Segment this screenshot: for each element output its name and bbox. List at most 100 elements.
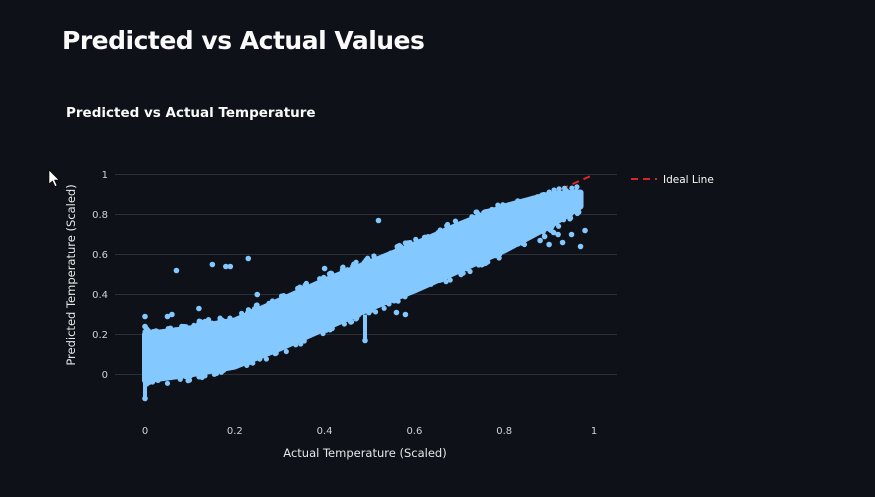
scatter-point <box>402 311 409 318</box>
scatter-point <box>323 327 329 333</box>
y-tick-label: 0 <box>102 370 108 381</box>
scatter-point <box>450 270 456 277</box>
scatter-point <box>485 259 491 265</box>
scatter-point <box>540 229 546 235</box>
scatter-point <box>393 309 400 316</box>
scatter-point <box>551 187 557 193</box>
scatter-point <box>348 319 355 325</box>
scatter-point <box>481 209 488 216</box>
scatter-point <box>353 259 359 265</box>
legend-ideal-line-label: Ideal Line <box>663 174 714 186</box>
scatter-point <box>142 313 148 320</box>
scatter-point <box>349 314 355 320</box>
scatter-point <box>460 270 466 276</box>
y-tick-label: 0.2 <box>92 330 108 341</box>
scatter-point <box>341 321 347 327</box>
scatter-point <box>149 377 155 383</box>
x-axis-label: Actual Temperature (Scaled) <box>283 446 446 460</box>
scatter-point <box>379 254 385 260</box>
scatter-point <box>155 377 161 384</box>
scatter-point <box>281 344 287 350</box>
scatter-point <box>167 325 174 331</box>
scatter-point <box>567 211 574 217</box>
scatter-point <box>164 380 171 386</box>
scatter-point <box>556 186 562 192</box>
scatter-point <box>467 217 474 223</box>
scatter-point <box>173 267 180 274</box>
scatter-point <box>196 305 202 312</box>
scatter-point <box>407 239 413 246</box>
scatter-point <box>186 377 193 383</box>
page-title: Predicted vs Actual Values <box>62 26 425 55</box>
point-cloud-spike <box>363 314 368 341</box>
x-tick-label: 1 <box>591 426 597 437</box>
scatter-point <box>495 202 501 208</box>
scatter-point <box>582 227 588 234</box>
scatter-point <box>178 374 184 380</box>
x-tick-label: 0.2 <box>227 426 243 437</box>
scatter-point <box>515 198 521 204</box>
scatter-point <box>371 253 377 259</box>
point-cloud <box>142 189 584 384</box>
scatter-point <box>227 315 233 321</box>
scatter-point <box>269 298 276 304</box>
scatter-point <box>221 367 227 373</box>
scatter-point <box>244 362 250 368</box>
scatter-point <box>556 223 562 229</box>
scatter-point <box>555 231 561 238</box>
scatter-point <box>428 281 434 287</box>
scatter-point <box>254 305 260 311</box>
scatter-point <box>164 313 171 320</box>
scatter-point <box>361 261 367 268</box>
scatter-point <box>272 351 278 357</box>
scatter-point <box>565 189 571 195</box>
scatter-point <box>475 211 481 217</box>
x-tick-label: 0 <box>142 426 148 437</box>
scatter-point <box>386 301 392 307</box>
scatter-point <box>577 189 583 195</box>
scatter-point <box>546 189 552 195</box>
scatter-point <box>576 209 582 215</box>
scatter-point <box>532 231 538 237</box>
scatter-point <box>290 291 297 297</box>
legend[interactable]: Ideal Line <box>631 174 714 186</box>
scatter-point <box>340 264 346 271</box>
scatter-point <box>145 328 152 334</box>
scatter-point <box>486 208 492 214</box>
point-cloud-spike <box>143 334 147 399</box>
scatter-point <box>293 342 299 348</box>
scatter-point <box>396 242 402 249</box>
scatter-point <box>320 330 326 337</box>
scatter-point <box>283 348 289 355</box>
scatter-point <box>444 221 451 228</box>
y-axis-label: Predicted Temperature (Scaled) <box>64 184 78 365</box>
scatter-point <box>250 360 256 366</box>
scatter-point <box>321 274 327 280</box>
scatter-point <box>541 191 547 198</box>
x-tick-label: 0.8 <box>496 426 512 437</box>
scatter-point <box>541 233 548 240</box>
scatter-point <box>546 226 553 232</box>
scatter-point <box>362 337 368 344</box>
scatter-point <box>530 195 536 201</box>
scatter-point <box>421 234 428 240</box>
scatter-point <box>479 261 486 268</box>
scatter-point <box>443 279 449 285</box>
scatter-point <box>219 317 225 323</box>
scatter-point <box>142 323 148 330</box>
scatter-point <box>263 356 269 362</box>
scatter-point <box>391 298 397 304</box>
scatter-point <box>154 328 160 334</box>
y-tick-label: 0.4 <box>92 290 108 301</box>
y-tick-label: 0.8 <box>92 210 108 221</box>
scatter-point <box>144 381 150 387</box>
scatter-point <box>561 214 568 221</box>
scatter-point <box>299 285 305 292</box>
scatter-point <box>254 291 261 298</box>
scatter-point <box>298 341 304 347</box>
scatter-point <box>187 373 194 379</box>
scatter-point <box>183 326 190 332</box>
scatter-point <box>569 185 575 191</box>
x-tick-label: 0.4 <box>317 426 333 437</box>
